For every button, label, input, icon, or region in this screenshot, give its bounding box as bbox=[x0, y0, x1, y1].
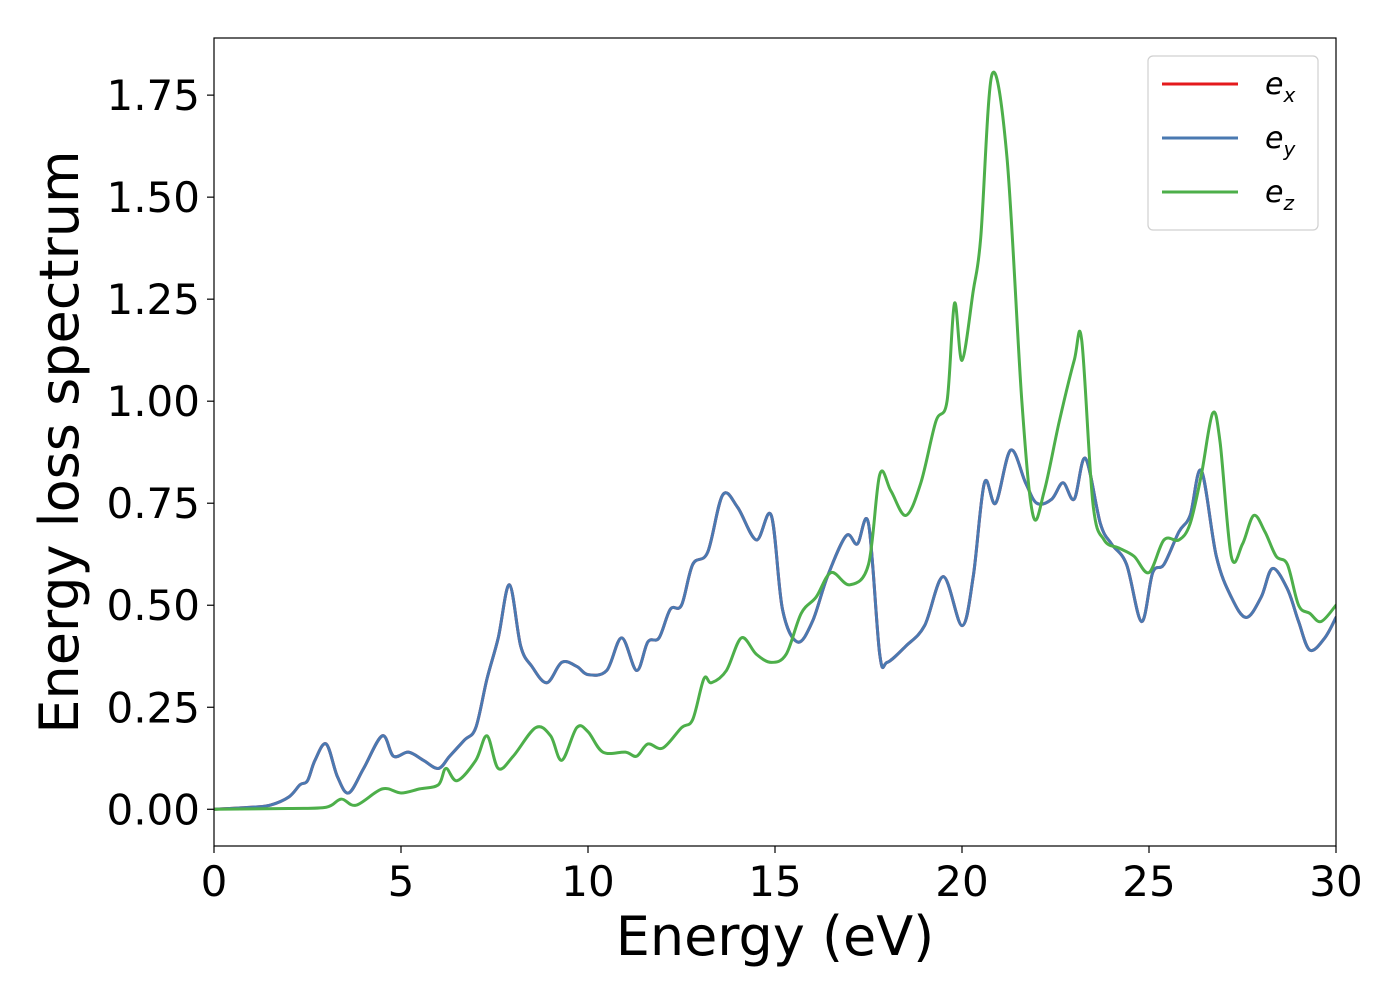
legend: ex ey ez bbox=[1147, 55, 1319, 231]
y-tick-label: 1.25 bbox=[106, 275, 200, 324]
series-line-y bbox=[214, 448, 1336, 811]
y-tick-label: 0.75 bbox=[106, 479, 200, 528]
legend-label-y: ey bbox=[1265, 121, 1296, 161]
legend-box bbox=[1147, 55, 1319, 231]
y-axis-label: Energy loss spectrum bbox=[28, 150, 91, 733]
y-tick-label: 1.75 bbox=[106, 71, 200, 120]
x-axis-label: Energy (eV) bbox=[616, 905, 935, 968]
legend-label-x: ex bbox=[1265, 67, 1295, 107]
x-tick-label: 20 bbox=[935, 857, 988, 906]
y-tick-label: 1.50 bbox=[106, 173, 200, 222]
series-line-z bbox=[214, 70, 1336, 811]
x-tick-label: 25 bbox=[1122, 857, 1175, 906]
y-tick-label: 0.50 bbox=[106, 581, 200, 630]
axes-layer: 0 5 10 15 20 25 30 0.00 0.25 0.50 0.75 1.00 1.25 1.50… bbox=[28, 37, 1363, 968]
x-tick-label: 5 bbox=[388, 857, 415, 906]
y-tick-label: 0.25 bbox=[106, 683, 200, 732]
x-tick-label: 0 bbox=[201, 857, 228, 906]
x-tick-label: 30 bbox=[1309, 857, 1362, 906]
y-tick-label: 0.00 bbox=[106, 785, 200, 834]
legend-label-z: ez bbox=[1265, 175, 1294, 215]
x-tick-label: 10 bbox=[561, 857, 614, 906]
x-tick-label: 15 bbox=[748, 857, 801, 906]
series-layer bbox=[214, 70, 1336, 811]
y-tick-label: 1.00 bbox=[106, 377, 200, 426]
